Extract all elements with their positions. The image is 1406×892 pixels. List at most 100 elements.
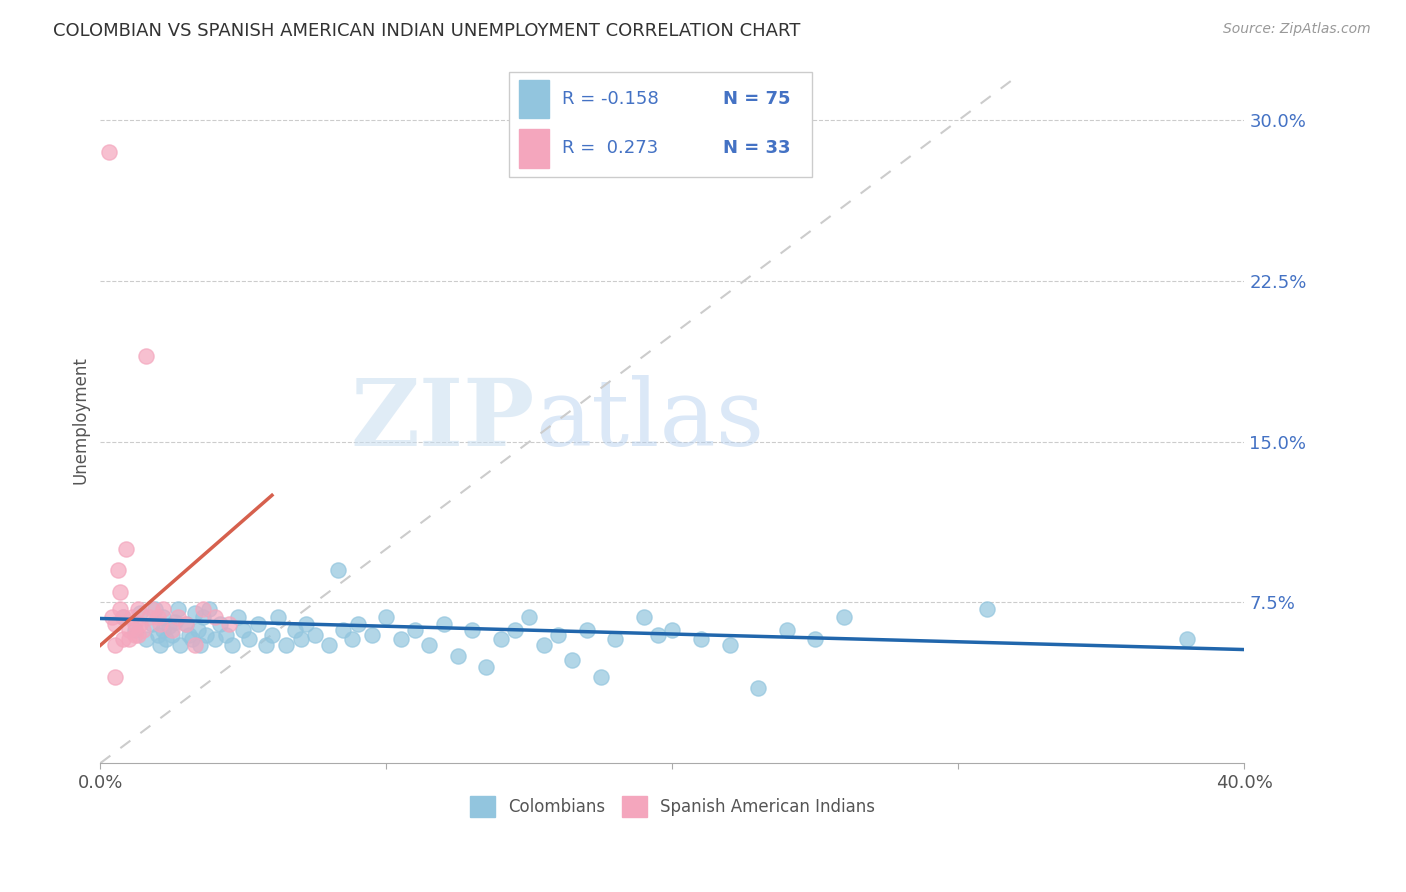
Point xyxy=(404,624,426,638)
Point xyxy=(190,638,212,652)
Point xyxy=(118,632,141,646)
Point xyxy=(110,602,132,616)
Point xyxy=(432,616,454,631)
Point xyxy=(332,624,354,638)
Point xyxy=(475,659,498,673)
Point xyxy=(112,610,135,624)
Point xyxy=(661,624,683,638)
Point xyxy=(447,648,470,663)
Point xyxy=(226,610,249,624)
Text: ZIP: ZIP xyxy=(352,376,536,466)
Text: N = 75: N = 75 xyxy=(723,90,790,108)
Point xyxy=(246,616,269,631)
Point xyxy=(146,627,169,641)
Point xyxy=(361,627,384,641)
Point xyxy=(149,638,172,652)
Point xyxy=(124,624,146,638)
Point xyxy=(118,624,141,638)
Point xyxy=(533,638,555,652)
Point xyxy=(184,606,207,620)
Point xyxy=(318,638,340,652)
Point xyxy=(503,624,526,638)
Point xyxy=(187,624,209,638)
Point xyxy=(718,638,741,652)
Point xyxy=(112,632,135,646)
Point xyxy=(561,653,583,667)
Point xyxy=(276,638,298,652)
Point xyxy=(605,632,627,646)
Point xyxy=(976,602,998,616)
Point xyxy=(121,610,143,624)
Legend: Colombians, Spanish American Indians: Colombians, Spanish American Indians xyxy=(463,789,882,823)
Point xyxy=(489,632,512,646)
Point xyxy=(193,602,215,616)
Text: R =  0.273: R = 0.273 xyxy=(562,139,658,157)
Point xyxy=(152,602,174,616)
Point xyxy=(238,632,260,646)
Point xyxy=(776,624,799,638)
Text: Source: ZipAtlas.com: Source: ZipAtlas.com xyxy=(1223,22,1371,37)
Point xyxy=(104,670,127,684)
Point xyxy=(375,610,398,624)
Point xyxy=(295,616,318,631)
Text: R = -0.158: R = -0.158 xyxy=(562,90,658,108)
Point xyxy=(690,632,713,646)
Point xyxy=(143,602,166,616)
Text: COLOMBIAN VS SPANISH AMERICAN INDIAN UNEMPLOYMENT CORRELATION CHART: COLOMBIAN VS SPANISH AMERICAN INDIAN UNE… xyxy=(53,22,801,40)
Point xyxy=(160,624,183,638)
Point xyxy=(326,563,349,577)
Point xyxy=(232,624,254,638)
Point xyxy=(260,627,283,641)
Point xyxy=(138,610,160,624)
Point xyxy=(221,638,243,652)
Point xyxy=(177,627,200,641)
Point xyxy=(166,610,188,624)
Point xyxy=(209,616,232,631)
Point xyxy=(129,616,152,631)
Point xyxy=(461,624,484,638)
Point xyxy=(547,627,569,641)
Point xyxy=(254,638,277,652)
Point xyxy=(193,610,215,624)
Point xyxy=(152,624,174,638)
Point xyxy=(304,627,326,641)
Point xyxy=(804,632,827,646)
Point xyxy=(101,610,124,624)
Point xyxy=(1175,632,1198,646)
Point xyxy=(110,584,132,599)
Point xyxy=(112,610,135,624)
Point xyxy=(141,616,163,631)
Point xyxy=(146,610,169,624)
Point xyxy=(127,602,149,616)
Point xyxy=(155,632,177,646)
Point xyxy=(195,627,218,641)
Point xyxy=(266,610,288,624)
Point xyxy=(284,624,307,638)
Point xyxy=(633,610,655,624)
Point xyxy=(152,610,174,624)
Point xyxy=(174,616,197,631)
Point xyxy=(163,615,186,629)
Text: atlas: atlas xyxy=(536,376,765,466)
Text: N = 33: N = 33 xyxy=(723,139,790,157)
Point xyxy=(149,616,172,631)
Point xyxy=(141,602,163,616)
Point xyxy=(104,616,127,631)
Point xyxy=(575,624,598,638)
Point xyxy=(589,670,612,684)
FancyBboxPatch shape xyxy=(509,72,813,178)
Point xyxy=(340,632,363,646)
Point xyxy=(204,632,226,646)
Point xyxy=(97,145,120,160)
Point xyxy=(166,602,188,616)
Bar xyxy=(519,80,550,119)
Point xyxy=(204,610,226,624)
Point xyxy=(180,632,202,646)
Point xyxy=(218,616,240,631)
Point xyxy=(184,638,207,652)
Point xyxy=(160,627,183,641)
Point xyxy=(124,627,146,641)
Point xyxy=(124,616,146,631)
Point xyxy=(135,349,157,363)
Point xyxy=(132,624,155,638)
